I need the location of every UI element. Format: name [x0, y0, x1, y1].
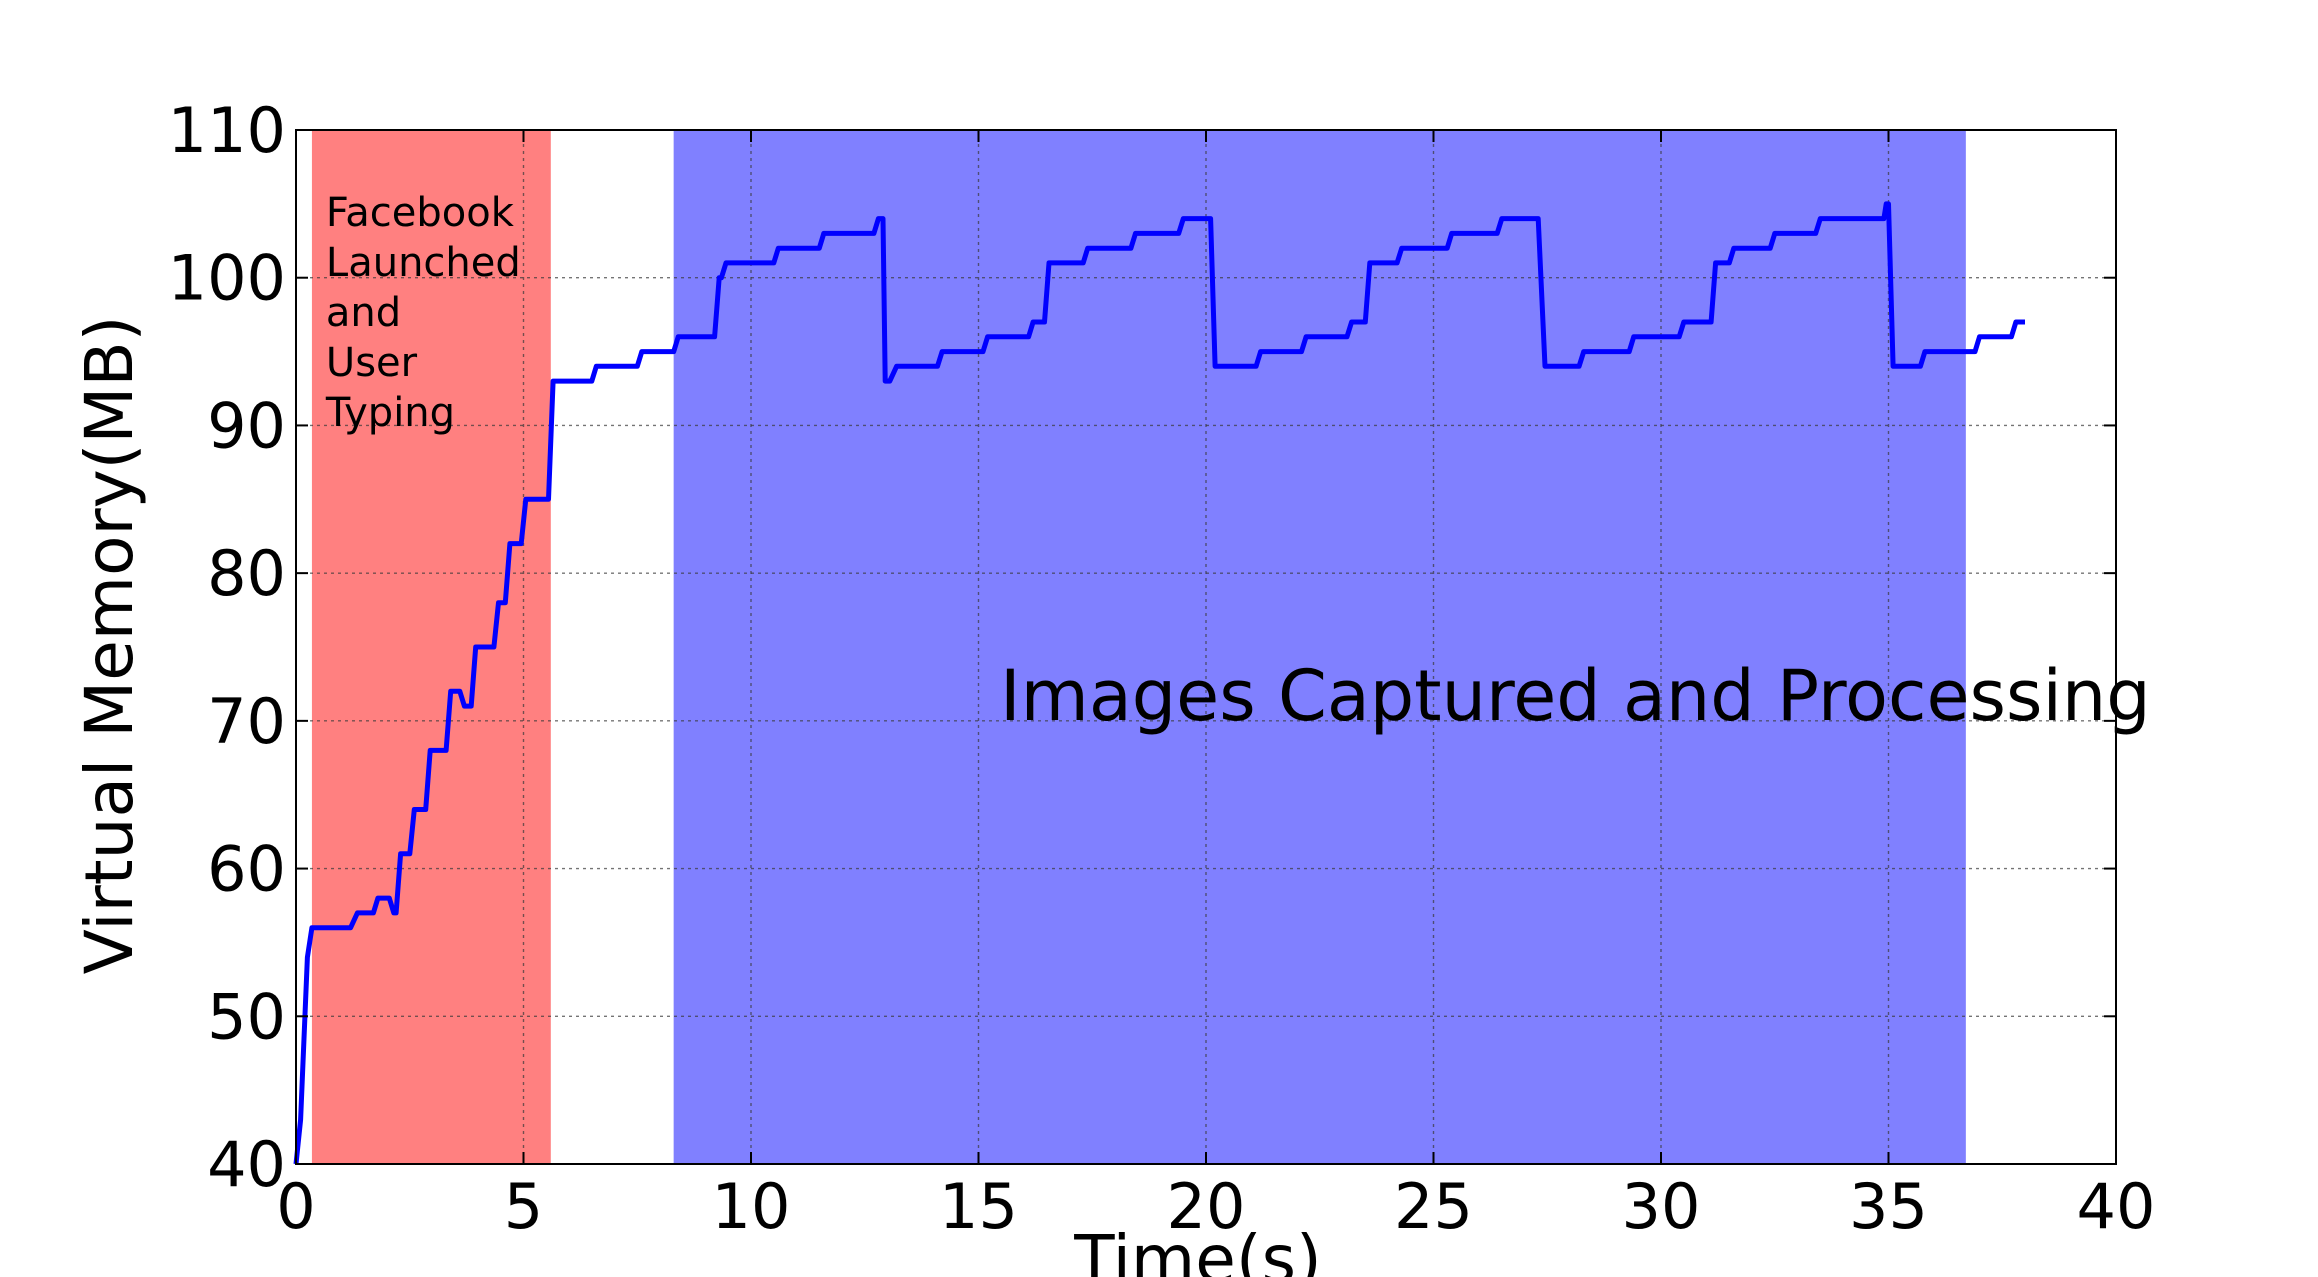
shaded-region-0: [311, 130, 551, 1164]
x-tick-label-0: 0: [276, 1170, 315, 1243]
y-tick-label-3: 70: [207, 685, 286, 758]
series-layer: [293, 201, 2025, 1165]
y-tick-label-0: 40: [207, 1128, 286, 1201]
x-tick-label-4: 20: [1167, 1170, 1246, 1243]
x-tick-label-6: 30: [1622, 1170, 1701, 1243]
y-axis-title: Virtual Memory(MB): [71, 316, 148, 975]
x-tick-label-7: 35: [1849, 1170, 1928, 1243]
annotation-launch-line-0: Facebook: [326, 190, 515, 236]
annotation-launch-line-2: and: [326, 290, 401, 336]
y-tick-label-2: 60: [207, 833, 286, 906]
y-tick-label-7: 110: [168, 94, 286, 167]
grid-lines: [296, 130, 2116, 1164]
annotation-launch-line-1: Launched: [326, 240, 521, 286]
shaded-regions: [311, 130, 1966, 1164]
x-tick-label-8: 40: [2077, 1170, 2156, 1243]
y-tick-label-1: 50: [207, 980, 286, 1053]
y-tick-label-6: 100: [168, 242, 286, 315]
axis-ticks: 0 5 10 15 20 25 30 35 40 40 50 60 70 80 90 100 110: [168, 94, 2156, 1243]
y-tick-label-5: 90: [207, 389, 286, 462]
series-line-0: [293, 201, 2025, 1165]
annotation-launch-line-4: Typing: [325, 390, 455, 436]
y-tick-label-4: 80: [207, 537, 286, 610]
annotation-images-line-0: Images Captured and Processing: [1000, 655, 2151, 737]
x-tick-label-2: 10: [712, 1170, 791, 1243]
x-axis-title: Time(s): [1073, 1221, 1321, 1277]
shaded-region-1: [673, 130, 1966, 1164]
annotation-launch-line-3: User: [326, 340, 418, 386]
x-tick-label-1: 5: [504, 1170, 543, 1243]
x-tick-label-5: 25: [1394, 1170, 1473, 1243]
x-tick-label-3: 15: [939, 1170, 1018, 1243]
